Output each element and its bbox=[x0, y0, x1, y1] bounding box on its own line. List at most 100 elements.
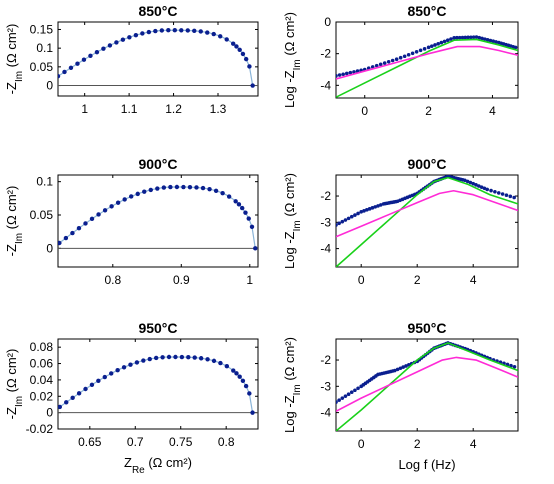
axes-box bbox=[335, 174, 519, 268]
data-point bbox=[109, 371, 114, 376]
data-point bbox=[463, 178, 467, 183]
data-point bbox=[205, 357, 210, 362]
y-tick-label: 0.06 bbox=[30, 357, 54, 371]
data-point bbox=[395, 367, 400, 372]
data-point bbox=[505, 362, 510, 367]
data-point bbox=[341, 72, 345, 77]
y-tick-label: -2 bbox=[320, 47, 331, 61]
data-point bbox=[127, 35, 132, 40]
data-point bbox=[346, 392, 351, 397]
data-point bbox=[344, 71, 349, 76]
data-point bbox=[491, 39, 496, 43]
data-point bbox=[159, 28, 165, 33]
panel-title: 900°C bbox=[138, 156, 177, 172]
data-point bbox=[205, 30, 210, 35]
data-point bbox=[166, 28, 171, 33]
data-point bbox=[224, 37, 229, 42]
y-tick-label: 0 bbox=[46, 406, 53, 420]
data-point bbox=[429, 44, 434, 48]
x-tick-label: 2 bbox=[414, 437, 421, 451]
data-point bbox=[500, 192, 505, 196]
data-point bbox=[114, 40, 119, 45]
data-point bbox=[485, 38, 490, 42]
x-axis-label: Log f (Hz) bbox=[398, 457, 455, 472]
data-point bbox=[128, 194, 134, 199]
data-point bbox=[194, 185, 199, 190]
data-point bbox=[237, 47, 242, 53]
data-point bbox=[81, 57, 87, 62]
data-point bbox=[370, 206, 375, 210]
data-point bbox=[153, 28, 158, 34]
data-point bbox=[494, 40, 498, 44]
y-tick-label: -3 bbox=[320, 379, 331, 393]
data-point bbox=[115, 368, 120, 373]
data-point bbox=[349, 390, 354, 395]
data-point bbox=[76, 226, 82, 231]
data-point bbox=[233, 199, 238, 204]
x-tick-label: 0.75 bbox=[169, 435, 193, 449]
data-point bbox=[436, 41, 440, 46]
data-point bbox=[509, 363, 513, 368]
data-point bbox=[198, 29, 203, 34]
x-tick-label: 0.8 bbox=[218, 435, 235, 449]
data-point bbox=[102, 208, 108, 213]
data-point bbox=[101, 46, 106, 51]
data-point bbox=[133, 33, 139, 38]
data-point bbox=[181, 184, 186, 190]
y-tick-label: -0.02 bbox=[26, 422, 54, 436]
data-point bbox=[390, 58, 395, 63]
y-axis-label: -ZIm (Ω cm²) bbox=[4, 349, 25, 420]
data-point bbox=[247, 391, 252, 396]
data-point bbox=[398, 55, 403, 60]
panel-title: 850°C bbox=[407, 3, 446, 19]
data-point bbox=[107, 43, 113, 48]
data-point bbox=[493, 189, 497, 194]
data-point bbox=[160, 355, 165, 360]
data-point bbox=[155, 186, 160, 191]
data-point bbox=[474, 35, 479, 39]
data-point bbox=[367, 207, 372, 211]
data-point bbox=[466, 35, 470, 40]
data-point bbox=[96, 378, 101, 384]
panel-1: 1 1.1 1.2 1.3 0 0.05 0.1 0.15 850°C -ZIm (Ω cm²) bbox=[4, 3, 259, 116]
data-point bbox=[402, 54, 407, 59]
data-point bbox=[471, 181, 476, 186]
data-point bbox=[452, 36, 456, 40]
data-point bbox=[96, 212, 101, 217]
x-tick-label: 4 bbox=[470, 273, 477, 287]
data-point bbox=[179, 28, 184, 33]
x-tick-label: 4 bbox=[489, 104, 496, 118]
data-point bbox=[172, 28, 177, 33]
panel-title: 950°C bbox=[138, 320, 177, 336]
data-point bbox=[62, 69, 67, 75]
data-point bbox=[401, 365, 406, 369]
data-point bbox=[488, 38, 493, 43]
data-point bbox=[185, 28, 190, 33]
data-point bbox=[231, 41, 236, 46]
x-tick-label: 0 bbox=[358, 273, 365, 287]
data-point bbox=[213, 188, 219, 193]
y-tick-label: 0 bbox=[46, 79, 53, 93]
data-point bbox=[362, 209, 366, 213]
y-axis-label: Log -ZIm (Ω cm²) bbox=[282, 173, 303, 269]
axes-box bbox=[57, 338, 259, 430]
y-tick-label: 0.1 bbox=[36, 41, 53, 55]
data-point bbox=[449, 37, 453, 41]
data-point bbox=[336, 223, 338, 227]
data-point bbox=[147, 356, 152, 362]
x-tick-label: 0.8 bbox=[104, 273, 121, 287]
data-point bbox=[70, 395, 75, 401]
data-point bbox=[433, 43, 437, 47]
data-point bbox=[356, 211, 360, 216]
data-point bbox=[192, 28, 197, 34]
data-point bbox=[207, 186, 212, 192]
y-axis-label: -ZIm (Ω cm²) bbox=[4, 24, 25, 95]
data-point bbox=[349, 214, 354, 219]
data-point bbox=[457, 35, 462, 40]
x-tick-label: 1.2 bbox=[165, 102, 182, 116]
data-point bbox=[68, 65, 74, 71]
data-point bbox=[161, 185, 167, 190]
data-point bbox=[109, 204, 114, 209]
